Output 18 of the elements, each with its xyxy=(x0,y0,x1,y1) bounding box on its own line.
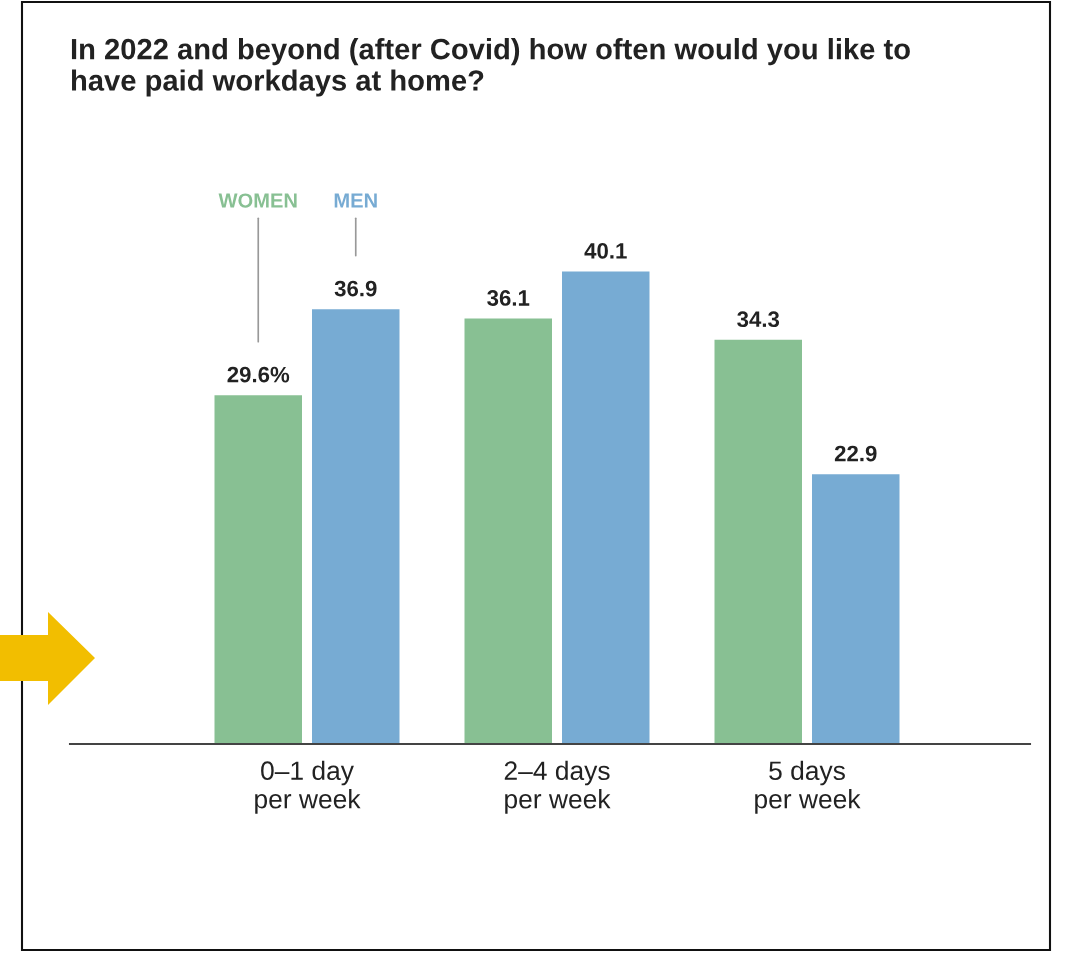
bar xyxy=(464,318,552,744)
x-tick-label: 2–4 days per week xyxy=(504,760,611,814)
data-label: 22.9 xyxy=(834,445,877,462)
bar xyxy=(714,339,802,744)
bar xyxy=(312,309,400,744)
chart-title: In 2022 and beyond (after Covid) how often would you like to have paid workdays at home? xyxy=(71,38,910,97)
data-label: 40.1 xyxy=(584,242,627,259)
text: MEN xyxy=(334,193,377,208)
data-label: 36.9 xyxy=(334,280,377,297)
x-tick-label: 0–1 day per week xyxy=(255,760,361,814)
data-label: 36.1 xyxy=(487,290,530,306)
bar xyxy=(812,474,900,744)
text: WOMEN xyxy=(218,193,297,208)
data-label: 29.6% xyxy=(227,366,290,383)
x-tick-label: 5 days per week xyxy=(755,760,861,814)
bar xyxy=(562,271,650,744)
data-label: 34.3 xyxy=(737,311,780,328)
bar xyxy=(214,395,302,744)
